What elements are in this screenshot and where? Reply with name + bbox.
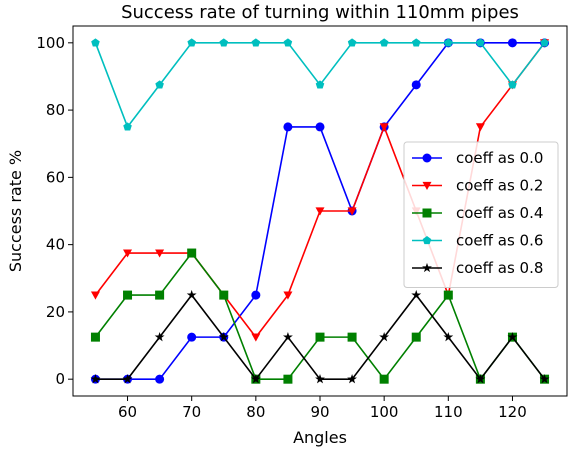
x-tick-label: 100	[370, 403, 399, 421]
x-tick-label: 80	[246, 403, 265, 421]
data-point	[155, 249, 165, 258]
data-point	[347, 207, 357, 216]
data-point	[539, 374, 550, 384]
data-point	[411, 289, 422, 300]
y-tick-label: 0	[55, 370, 65, 388]
data-point	[123, 249, 133, 258]
x-axis: 60 70 80 90 100 110 120	[118, 396, 527, 421]
data-point	[444, 38, 453, 47]
data-point	[283, 291, 293, 300]
plot-area	[72, 25, 568, 397]
legend-label: coeff as 0.6	[456, 232, 543, 250]
data-point	[315, 332, 325, 342]
legend-marker	[422, 236, 432, 245]
data-point	[507, 331, 518, 342]
data-point	[508, 80, 517, 89]
x-tick-label: 110	[434, 403, 463, 421]
data-point	[251, 290, 261, 300]
data-point	[250, 374, 261, 384]
series-3	[91, 38, 549, 131]
x-tick-label: 60	[118, 403, 137, 421]
data-point	[283, 374, 293, 384]
data-point	[379, 123, 389, 132]
legend-box	[403, 141, 559, 288]
legend-marker	[422, 153, 432, 163]
x-axis-label: Angles	[293, 428, 347, 447]
data-point	[219, 38, 229, 47]
data-point	[154, 331, 165, 342]
data-point	[411, 38, 421, 47]
data-point	[155, 374, 165, 384]
data-point	[219, 290, 229, 300]
data-point	[315, 122, 325, 132]
data-point	[411, 332, 421, 342]
data-point	[123, 290, 133, 300]
data-point	[90, 374, 101, 384]
data-point	[251, 38, 261, 47]
data-point	[186, 289, 197, 300]
y-tick-label: 20	[46, 303, 65, 321]
data-point	[315, 207, 325, 216]
data-point	[315, 80, 325, 89]
data-point	[155, 290, 165, 300]
y-tick-label: 60	[46, 168, 65, 186]
data-point	[283, 38, 293, 47]
data-point	[379, 331, 390, 342]
data-point	[347, 38, 357, 47]
data-point	[347, 332, 357, 342]
y-axis-label: Success rate %	[6, 150, 25, 272]
chart-title: Success rate of turning within 110mm pip…	[121, 2, 519, 23]
data-point	[283, 331, 293, 342]
data-point	[475, 123, 485, 132]
data-point	[347, 374, 357, 384]
data-point	[315, 374, 325, 384]
legend-label: coeff as 0.8	[456, 259, 543, 277]
data-point	[476, 38, 485, 47]
legend-marker	[422, 208, 432, 218]
series-4	[90, 289, 550, 384]
legend: coeff as 0.0 coeff as 0.2 coeff as 0.4 coef…	[403, 141, 559, 288]
data-point	[123, 122, 132, 131]
legend-marker	[422, 181, 432, 190]
data-point	[379, 38, 389, 47]
data-point	[283, 122, 293, 132]
data-point	[443, 290, 453, 300]
x-tick-label: 90	[310, 403, 329, 421]
data-point	[540, 38, 549, 47]
data-point	[443, 331, 454, 342]
data-point	[251, 333, 261, 342]
data-point	[122, 374, 133, 384]
y-tick-label: 80	[46, 101, 65, 119]
legend-label: coeff as 0.4	[456, 204, 543, 222]
y-axis: 0 20 40 60 80 100	[36, 34, 73, 388]
y-tick-label: 100	[36, 34, 65, 52]
x-tick-label: 120	[498, 403, 527, 421]
data-point	[187, 248, 197, 258]
data-point	[218, 331, 229, 342]
data-point	[155, 80, 164, 89]
data-point	[187, 332, 197, 342]
data-point	[90, 332, 100, 342]
legend-label: coeff as 0.0	[456, 149, 543, 167]
data-point	[91, 38, 100, 47]
x-tick-label: 70	[182, 403, 201, 421]
y-tick-label: 40	[46, 236, 65, 254]
legend-label: coeff as 0.2	[456, 177, 543, 195]
data-point	[411, 80, 421, 90]
data-point	[187, 38, 196, 47]
data-point	[475, 374, 486, 384]
legend-marker	[422, 262, 432, 273]
data-point	[507, 38, 517, 48]
data-point	[379, 374, 389, 384]
data-point	[90, 291, 100, 300]
